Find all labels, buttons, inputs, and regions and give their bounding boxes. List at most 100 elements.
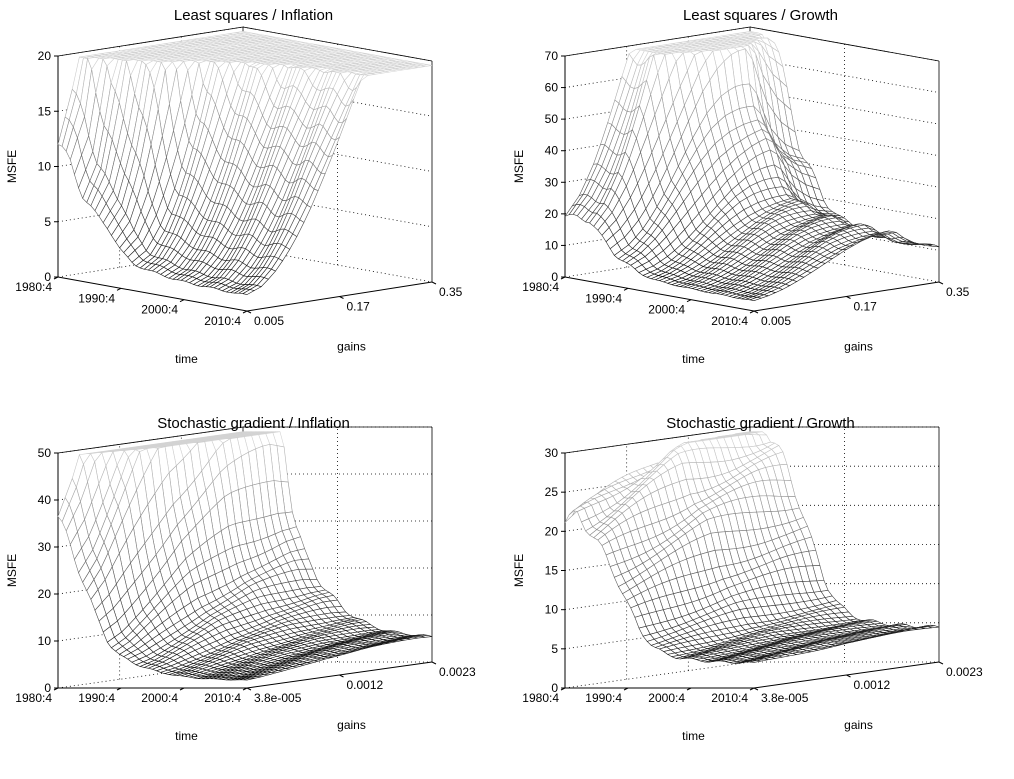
floor-back-edge (564, 661, 751, 689)
surface-cell (242, 289, 255, 295)
z-tick-label: 5 (551, 642, 558, 656)
chart-title: Stochastic gradient / Inflation (157, 415, 350, 432)
time-tick-label: 1990:4 (78, 691, 115, 705)
time-tick-label: 2000:4 (141, 691, 178, 705)
z-tick-label: 0 (551, 681, 558, 695)
chart-panel-sg-inflation: Stochastic gradient / Inflation 0 10 20 30 4… (0, 389, 507, 778)
z-tick-label: 10 (545, 603, 559, 617)
gain-tick-label: 0.005 (254, 314, 284, 328)
z-tick-label: 20 (38, 587, 52, 601)
z-tick-label: 10 (545, 238, 559, 252)
time-axis-title: time (682, 729, 705, 743)
gain-tick-label: 0.0023 (439, 665, 476, 679)
z-tick-label: 50 (545, 112, 559, 126)
z-tick-label: 30 (38, 540, 52, 554)
time-tick-label: 2010:4 (204, 691, 241, 705)
z-tick-label: 0 (44, 270, 51, 284)
z-tick-label: 25 (545, 485, 559, 499)
gain-tick-label: 0.35 (946, 285, 970, 299)
z-tick-label: 40 (38, 493, 52, 507)
z-tick-label: 40 (545, 144, 559, 158)
box-top-edge (57, 426, 244, 454)
gain-tick-label: 0.0012 (854, 678, 891, 692)
time-axis-title: time (682, 352, 705, 366)
gain-tick-label: 0.17 (854, 300, 878, 314)
time-tick (53, 687, 59, 691)
z-tick-label: 20 (545, 207, 559, 221)
time-axis-title: time (175, 729, 198, 743)
surface-plot-0: 0 5 10 15 20 1980:4 1990:4 2000:4 2010:4 0.005 0.1… (5, 26, 463, 366)
gain-tick-label: 0.17 (347, 300, 371, 314)
gain-tick-label: 0.0023 (946, 665, 983, 679)
gain-axis-line (246, 661, 433, 689)
z-tick-label: 15 (38, 104, 52, 118)
gain-tick (431, 661, 437, 665)
gain-tick (938, 661, 944, 665)
box-top-edge (564, 426, 751, 454)
z-tick-label: 20 (545, 524, 559, 538)
z-axis-title: MSFE (5, 150, 19, 183)
time-tick-label: 2000:4 (141, 303, 178, 317)
surface-plot-3: 0 5 10 15 20 25 30 1980:4 1990:4 2000:4 2010:4 3.8e… (512, 426, 983, 743)
time-axis-title: time (175, 352, 198, 366)
surface-plot-2: 0 10 20 30 40 50 1980:4 1990:4 2000:4 2010:4 3.8e-… (5, 426, 476, 743)
gain-tick-label: 0.35 (439, 285, 463, 299)
time-tick-label: 2010:4 (204, 314, 241, 328)
time-tick (560, 687, 566, 691)
time-tick-label: 2000:4 (648, 691, 685, 705)
surface-cell (242, 677, 255, 681)
surface-cell (748, 296, 763, 301)
gain-tick-label: 3.8e-005 (761, 691, 809, 705)
z-axis-title: MSFE (5, 554, 19, 587)
gain-axis-line (753, 661, 940, 689)
time-tick-label: 2000:4 (648, 303, 685, 317)
gain-tick (938, 281, 944, 285)
time-tick-label: 1990:4 (585, 691, 622, 705)
gain-axis-line (246, 281, 433, 312)
z-tick-label: 10 (38, 634, 52, 648)
z-tick-label: 60 (545, 81, 559, 95)
chart-panel-sg-growth: Stochastic gradient / Growth 0 5 10 15 20 25 3… (507, 389, 1014, 778)
gain-axis-title: gains (337, 340, 366, 354)
z-axis-title: MSFE (512, 554, 526, 587)
chart-panel-ls-inflation: Least squares / Inflation 0 5 10 15 20 1980:4… (0, 0, 507, 389)
z-tick-label: 20 (38, 49, 52, 63)
time-tick-label: 1980:4 (15, 280, 52, 294)
gain-axis-title: gains (844, 340, 873, 354)
gain-tick-label: 0.0012 (347, 678, 384, 692)
z-tick-label: 10 (38, 160, 52, 174)
gain-tick-label: 3.8e-005 (254, 691, 302, 705)
z-tick-label: 0 (44, 681, 51, 695)
time-tick (560, 276, 566, 280)
z-tick-label: 70 (545, 49, 559, 63)
time-tick (53, 276, 59, 280)
chart-title: Stochastic gradient / Growth (666, 415, 855, 432)
gain-tick-label: 0.005 (761, 314, 791, 328)
time-axis-line (564, 276, 755, 312)
gain-tick (431, 281, 437, 285)
gain-axis-title: gains (844, 718, 873, 732)
gain-axis-title: gains (337, 718, 366, 732)
chart-panel-ls-growth: Least squares / Growth 0 10 20 30 40 50 60 70 19… (507, 0, 1014, 389)
time-tick-label: 1980:4 (522, 280, 559, 294)
time-tick-label: 2010:4 (711, 691, 748, 705)
time-tick-label: 1980:4 (522, 691, 559, 705)
surface-plot-1: 0 10 20 30 40 50 60 70 1980:4 1990:4 2000:4 2010:4 0… (512, 26, 970, 366)
z-tick-label: 15 (545, 564, 559, 578)
time-tick-label: 1990:4 (78, 291, 115, 305)
time-tick-label: 1990:4 (585, 291, 622, 305)
chart-title: Least squares / Growth (682, 7, 839, 24)
z-tick-label: 0 (551, 270, 558, 284)
time-tick-label: 2010:4 (711, 314, 748, 328)
z-tick-label: 30 (545, 446, 559, 460)
z-axis-title: MSFE (512, 150, 526, 183)
gain-axis-line (753, 281, 940, 312)
time-tick-label: 1980:4 (15, 691, 52, 705)
chart-title: Least squares / Inflation (173, 7, 334, 24)
z-tick-label: 5 (44, 215, 51, 229)
z-tick-label: 50 (38, 446, 52, 460)
time-axis-line (57, 276, 248, 312)
z-grid-line (564, 26, 751, 57)
z-grid-line (57, 26, 244, 57)
z-tick-label: 30 (545, 175, 559, 189)
